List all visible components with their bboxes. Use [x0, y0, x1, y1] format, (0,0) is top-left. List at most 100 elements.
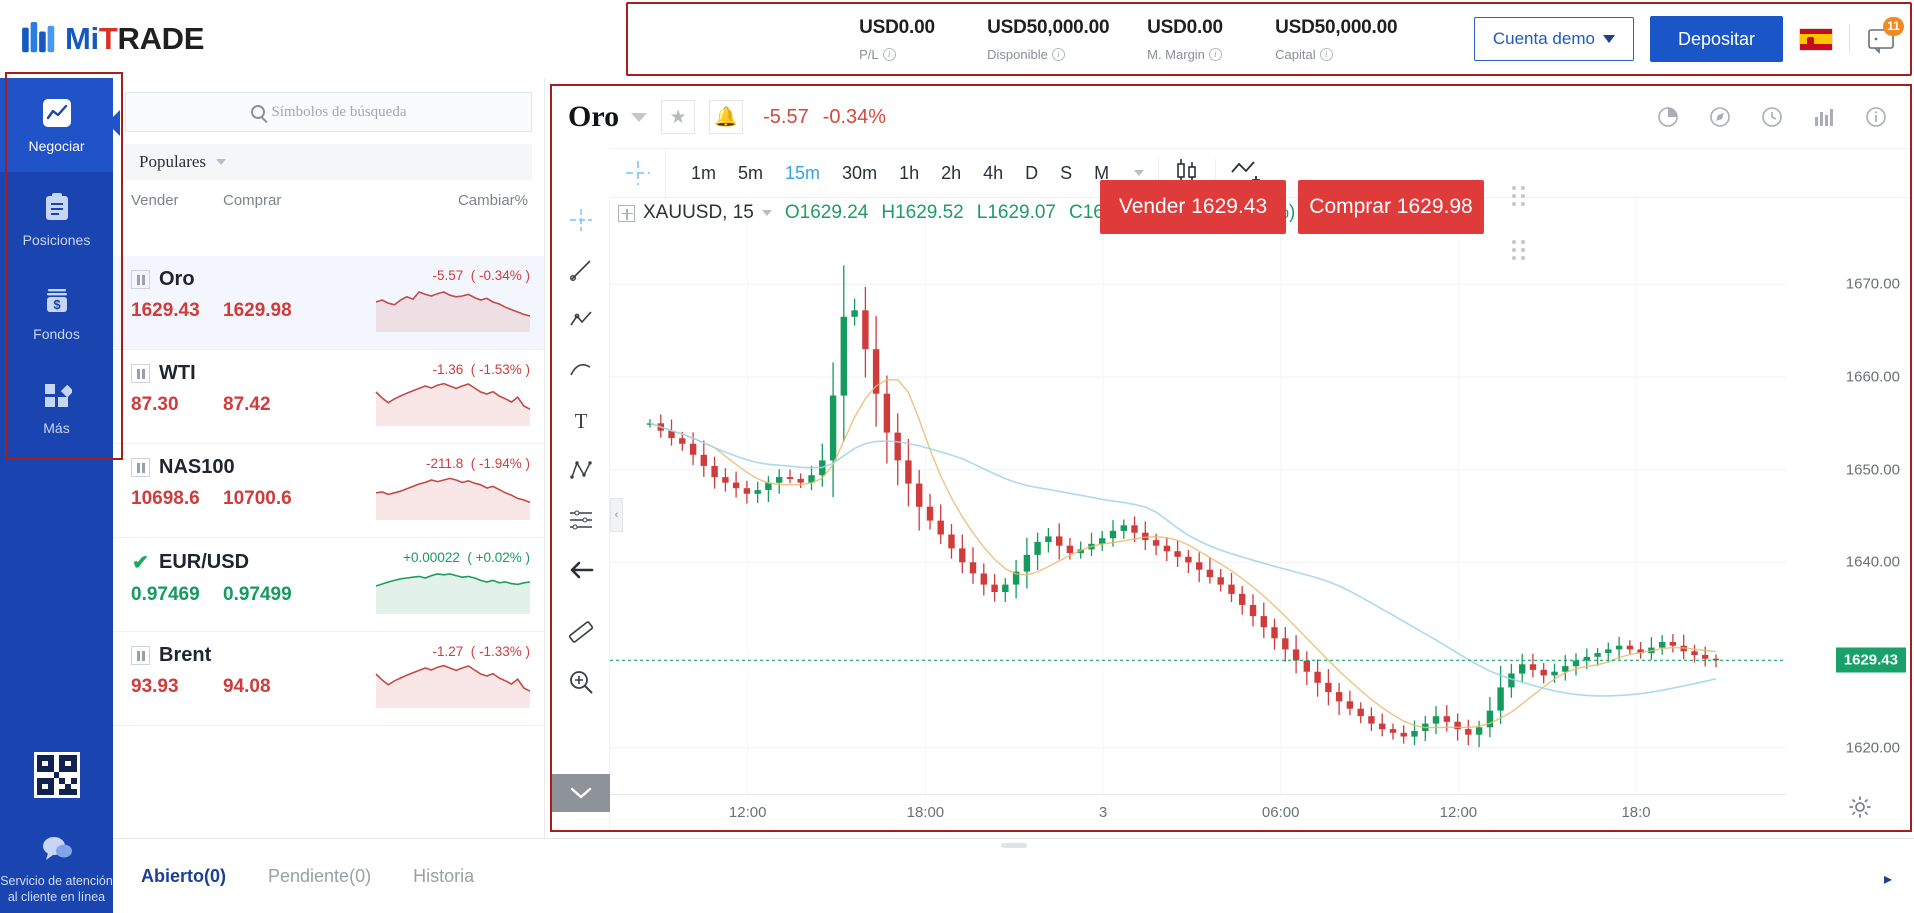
orders-tab-abierto-0-[interactable]: Abierto(0)	[141, 865, 226, 886]
instrument-sell-price[interactable]: 0.97469	[131, 584, 200, 605]
info-icon[interactable]: i	[1051, 47, 1065, 61]
time-axis[interactable]: 12:00 18:00 3 06:00 12:00 18:0	[610, 794, 1786, 830]
orders-tab-pendiente-0-[interactable]: Pendiente(0)	[268, 865, 372, 886]
buy-button[interactable]: Comprar 1629.98	[1298, 180, 1484, 234]
arrow-tool-icon[interactable]	[562, 554, 600, 586]
drawing-toolbar-expand-icon[interactable]	[551, 774, 610, 812]
compass-icon[interactable]	[1708, 105, 1732, 129]
sidebar-item-mas[interactable]: Más	[0, 360, 113, 454]
messages-icon[interactable]: 11	[1866, 17, 1904, 54]
sell-button[interactable]: Vender 1629.43	[1100, 180, 1286, 234]
crosshair-tool-icon[interactable]	[562, 204, 600, 236]
timeframe-4h[interactable]: 4h	[983, 162, 1004, 183]
sidebar-collapse-arrow-icon[interactable]	[107, 110, 120, 136]
instrument-row-wti[interactable]: WTI 87.30 87.42 -1.36 ( -1.53% )	[113, 350, 544, 444]
chart-change: -5.57 -0.34%	[763, 106, 886, 129]
chart-plot-area[interactable]: T ‹ XAUUSD, 15 O1629.24 H1629.52 L1629.0…	[551, 180, 1910, 830]
language-flag-es-icon[interactable]	[1799, 27, 1833, 51]
timeframe-5m[interactable]: 5m	[738, 162, 764, 183]
timeframe-15m[interactable]: 15m	[785, 162, 821, 183]
pause-icon[interactable]	[131, 270, 150, 289]
support-link[interactable]: Servicio de atención al cliente en línea	[0, 752, 113, 905]
timeframe-S[interactable]: S	[1060, 162, 1073, 183]
instrument-buy-price[interactable]: 10700.6	[223, 488, 292, 509]
pause-icon[interactable]	[131, 458, 150, 477]
instrument-sell-price[interactable]: 93.93	[131, 676, 179, 697]
info-icon[interactable]: i	[1208, 47, 1222, 61]
sidebar-item-negociar[interactable]: Negociar	[0, 78, 113, 172]
orders-tab-historia[interactable]: Historia	[413, 865, 475, 886]
app-logo[interactable]: MiTRADE	[22, 21, 204, 57]
instrument-buy-price[interactable]: 87.42	[223, 394, 271, 415]
trend-line-tool-icon[interactable]	[562, 254, 600, 286]
fib-tool-icon[interactable]	[562, 504, 600, 536]
order-widget-grip-bottom[interactable]	[1512, 240, 1526, 260]
watchlist-group-label: Populares	[139, 152, 207, 171]
timeframe-more-chevron-icon[interactable]	[1134, 170, 1145, 176]
chevron-down-icon[interactable]	[631, 112, 648, 122]
orders-panel: Abierto(0) Pendiente(0) Historia ▸	[113, 838, 1914, 913]
order-buttons: Vender 1629.43 Comprar 1629.98	[1100, 180, 1484, 234]
measure-tool-icon[interactable]	[562, 616, 600, 648]
curve-tool-icon[interactable]	[562, 354, 600, 386]
text-tool-icon[interactable]: T	[562, 404, 600, 436]
candlestick-type-icon[interactable]	[1173, 156, 1201, 191]
pause-icon[interactable]	[131, 364, 150, 383]
favorite-star-icon[interactable]: ★	[661, 100, 696, 134]
panel-collapse-handle[interactable]: ‹	[610, 498, 623, 532]
instrument-row-nas100[interactable]: NAS100 10698.6 10700.6 -211.8 ( -1.94% )	[113, 444, 544, 538]
watchlist-group-dropdown[interactable]: Populares	[125, 144, 532, 180]
alert-bell-icon[interactable]: 🔔	[709, 100, 744, 134]
crosshair-icon[interactable]	[610, 149, 666, 197]
instrument-sell-price[interactable]: 10698.6	[131, 488, 200, 509]
deposit-button[interactable]: Depositar	[1649, 16, 1783, 62]
sidebar-item-fondos[interactable]: $ Fondos	[0, 266, 113, 360]
search-wrapper: Símbolos de búsqueda	[113, 78, 544, 140]
timeframe-1h[interactable]: 1h	[899, 162, 920, 183]
chart-line-icon	[41, 97, 73, 129]
instrument-change: -211.8 ( -1.94% )	[425, 456, 530, 471]
instrument-buy-price[interactable]: 1629.98	[223, 300, 292, 321]
timeframe-D[interactable]: D	[1025, 162, 1039, 183]
instrument-row-brent[interactable]: Brent 93.93 94.08 -1.27 ( -1.33% )	[113, 632, 544, 726]
svg-text:T: T	[574, 409, 587, 433]
instrument-buy-price[interactable]: 94.08	[223, 676, 271, 697]
bar-chart-icon[interactable]	[1812, 105, 1836, 129]
info-circle-icon[interactable]	[1864, 105, 1888, 129]
timeframe-1m[interactable]: 1m	[691, 162, 717, 183]
price-axis[interactable]: 1670.00 1660.00 1650.00 1640.00 1620.00 1629.…	[1786, 198, 1910, 830]
stat-pl-label: P/L	[859, 46, 879, 62]
info-icon[interactable]: i	[1319, 47, 1333, 61]
instrument-row-oro[interactable]: Oro 1629.43 1629.98 -5.57 ( -0.34% )	[113, 256, 544, 350]
price-canvas[interactable]: 1670.00 1660.00 1650.00 1640.00 1620.00 1629.…	[610, 198, 1910, 830]
instrument-sell-price[interactable]: 1629.43	[131, 300, 200, 321]
pattern-tool-icon[interactable]	[562, 454, 600, 486]
instrument-buy-price[interactable]: 0.97499	[223, 584, 292, 605]
panel-resize-handle[interactable]	[1000, 843, 1027, 848]
instrument-list[interactable]: Oro 1629.43 1629.98 -5.57 ( -0.34% ) WTI 87.3…	[113, 256, 544, 838]
clock-icon[interactable]	[1760, 105, 1784, 129]
timeframe-2h[interactable]: 2h	[941, 162, 962, 183]
stat-pl: USD0.00 P/L i	[859, 17, 987, 62]
timeframe-M[interactable]: M	[1094, 162, 1110, 183]
time-tick: 3	[1098, 804, 1108, 821]
instrument-sell-price[interactable]: 87.30	[131, 394, 179, 415]
account-type-dropdown[interactable]: Cuenta demo	[1473, 17, 1634, 61]
chart-symbol-legend[interactable]: XAUUSD, 15	[618, 202, 772, 224]
zigzag-tool-icon[interactable]	[562, 304, 600, 336]
chart-settings-gear-icon[interactable]	[1848, 795, 1872, 824]
timeframe-30m[interactable]: 30m	[842, 162, 878, 183]
instrument-row-eur-usd[interactable]: ✔ EUR/USD 0.97469 0.97499 +0.00022 ( +0.02% …	[113, 538, 544, 632]
support-label: Servicio de atención al cliente en línea	[0, 874, 113, 904]
zoom-in-tool-icon[interactable]	[562, 666, 600, 698]
sidebar-item-posiciones[interactable]: Posiciones	[0, 172, 113, 266]
orders-expand-icon[interactable]: ▸	[1883, 871, 1892, 888]
info-icon[interactable]: i	[882, 47, 896, 61]
search-input[interactable]: Símbolos de búsqueda	[125, 92, 532, 132]
order-widget-grip-top[interactable]	[1512, 186, 1526, 206]
chevron-down-icon[interactable]	[761, 210, 772, 216]
pause-icon[interactable]	[131, 646, 150, 665]
pie-chart-icon[interactable]	[1656, 105, 1680, 129]
add-compare-icon[interactable]	[618, 204, 635, 222]
